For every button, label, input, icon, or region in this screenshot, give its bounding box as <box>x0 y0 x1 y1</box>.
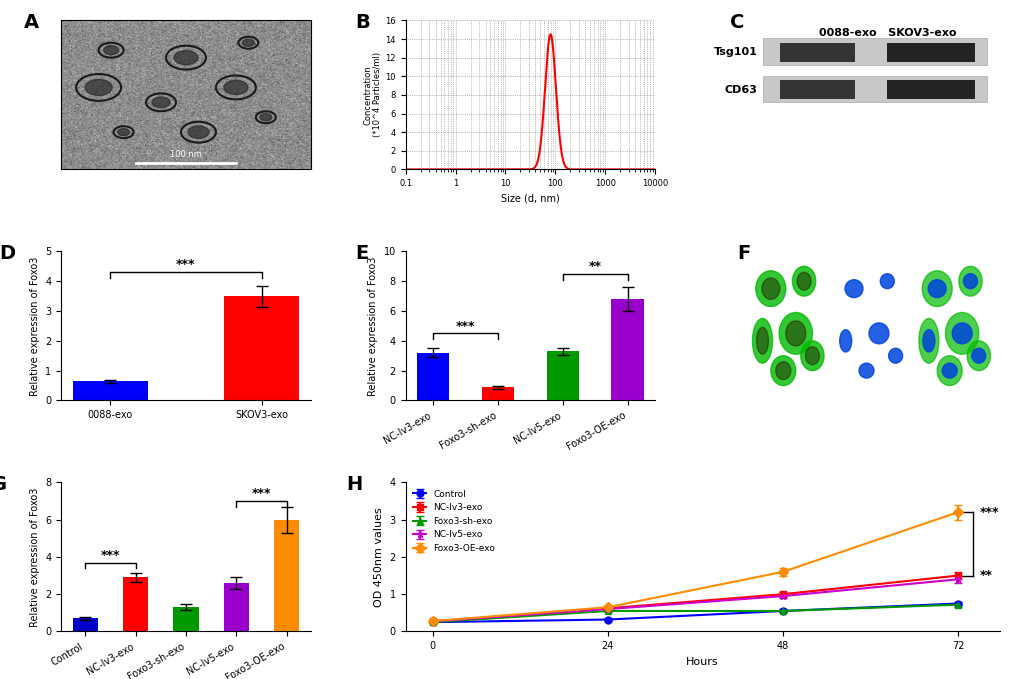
Ellipse shape <box>755 271 785 306</box>
FancyBboxPatch shape <box>887 43 974 62</box>
Ellipse shape <box>966 341 989 371</box>
Text: Merge: Merge <box>940 238 974 249</box>
Ellipse shape <box>971 348 984 363</box>
Circle shape <box>152 97 170 108</box>
Ellipse shape <box>796 272 810 290</box>
Ellipse shape <box>761 278 780 299</box>
Text: **: ** <box>979 569 991 582</box>
Text: CD63: CD63 <box>723 85 757 94</box>
Y-axis label: Concentration
(*10^4 Particles/ml): Concentration (*10^4 Particles/ml) <box>363 52 382 137</box>
Y-axis label: OD 450nm values: OD 450nm values <box>374 507 384 607</box>
Circle shape <box>85 79 112 96</box>
Text: **: ** <box>588 260 601 273</box>
Text: Tsg101: Tsg101 <box>713 48 757 58</box>
Ellipse shape <box>775 362 790 380</box>
Ellipse shape <box>756 327 767 354</box>
Ellipse shape <box>770 356 795 386</box>
Ellipse shape <box>800 341 823 371</box>
Ellipse shape <box>805 347 818 365</box>
Ellipse shape <box>922 329 934 352</box>
Ellipse shape <box>963 274 976 289</box>
Bar <box>72 381 148 401</box>
FancyBboxPatch shape <box>780 80 854 99</box>
Text: DAPI: DAPI <box>861 238 887 249</box>
Ellipse shape <box>952 323 971 344</box>
Y-axis label: Relative expression of Foxo3: Relative expression of Foxo3 <box>30 488 40 627</box>
Text: B: B <box>356 13 370 32</box>
Bar <box>481 387 514 401</box>
Text: 0088-exo   SKOV3-exo: 0088-exo SKOV3-exo <box>817 28 955 38</box>
Circle shape <box>260 113 272 121</box>
Bar <box>72 619 98 631</box>
FancyBboxPatch shape <box>762 38 986 65</box>
Ellipse shape <box>785 321 805 346</box>
Ellipse shape <box>792 266 815 296</box>
Bar <box>123 577 148 631</box>
Text: ***: *** <box>101 549 120 562</box>
Text: C: C <box>730 13 744 32</box>
Text: H: H <box>345 475 362 494</box>
X-axis label: Size (d, nm): Size (d, nm) <box>500 194 559 204</box>
Text: ***: *** <box>455 320 475 333</box>
Text: 100 nm: 100 nm <box>170 150 202 159</box>
Bar <box>223 583 249 631</box>
Bar <box>223 296 300 401</box>
Y-axis label: Relative expression of Foxo3: Relative expression of Foxo3 <box>368 256 378 396</box>
FancyBboxPatch shape <box>762 75 986 103</box>
Bar <box>610 299 643 401</box>
Bar <box>274 519 300 631</box>
Ellipse shape <box>779 312 811 354</box>
Ellipse shape <box>936 356 961 386</box>
Text: G: G <box>0 475 7 494</box>
Text: D: D <box>0 244 15 263</box>
Ellipse shape <box>839 329 851 352</box>
Ellipse shape <box>921 271 952 306</box>
X-axis label: Hours: Hours <box>686 657 718 667</box>
Ellipse shape <box>752 318 771 363</box>
Bar <box>417 353 449 401</box>
Text: ***: *** <box>176 258 196 271</box>
Text: E: E <box>356 244 369 263</box>
Circle shape <box>187 126 209 139</box>
Circle shape <box>174 50 198 65</box>
Circle shape <box>117 128 129 136</box>
FancyBboxPatch shape <box>780 43 854 62</box>
Legend: Control, NC-lv3-exo, Foxo3-sh-exo, NC-lv5-exo, Foxo3-OE-exo: Control, NC-lv3-exo, Foxo3-sh-exo, NC-lv… <box>410 487 497 555</box>
Ellipse shape <box>858 363 873 378</box>
Text: A: A <box>23 13 39 32</box>
Ellipse shape <box>918 318 937 363</box>
Circle shape <box>104 45 118 54</box>
FancyBboxPatch shape <box>887 80 974 99</box>
Text: ***: *** <box>979 506 999 519</box>
Ellipse shape <box>942 363 956 378</box>
Text: ***: *** <box>252 487 271 500</box>
Bar <box>173 607 199 631</box>
Ellipse shape <box>945 312 978 354</box>
Text: F: F <box>737 244 750 263</box>
Y-axis label: Relative expression of Foxo3: Relative expression of Foxo3 <box>30 256 40 396</box>
Bar <box>546 351 579 401</box>
Ellipse shape <box>844 280 862 297</box>
Circle shape <box>224 80 248 94</box>
Ellipse shape <box>879 274 894 289</box>
Ellipse shape <box>888 348 902 363</box>
Ellipse shape <box>958 266 981 296</box>
Ellipse shape <box>927 280 946 297</box>
Text: PKH67: PKH67 <box>772 238 809 249</box>
Ellipse shape <box>868 323 889 344</box>
Circle shape <box>243 39 254 46</box>
